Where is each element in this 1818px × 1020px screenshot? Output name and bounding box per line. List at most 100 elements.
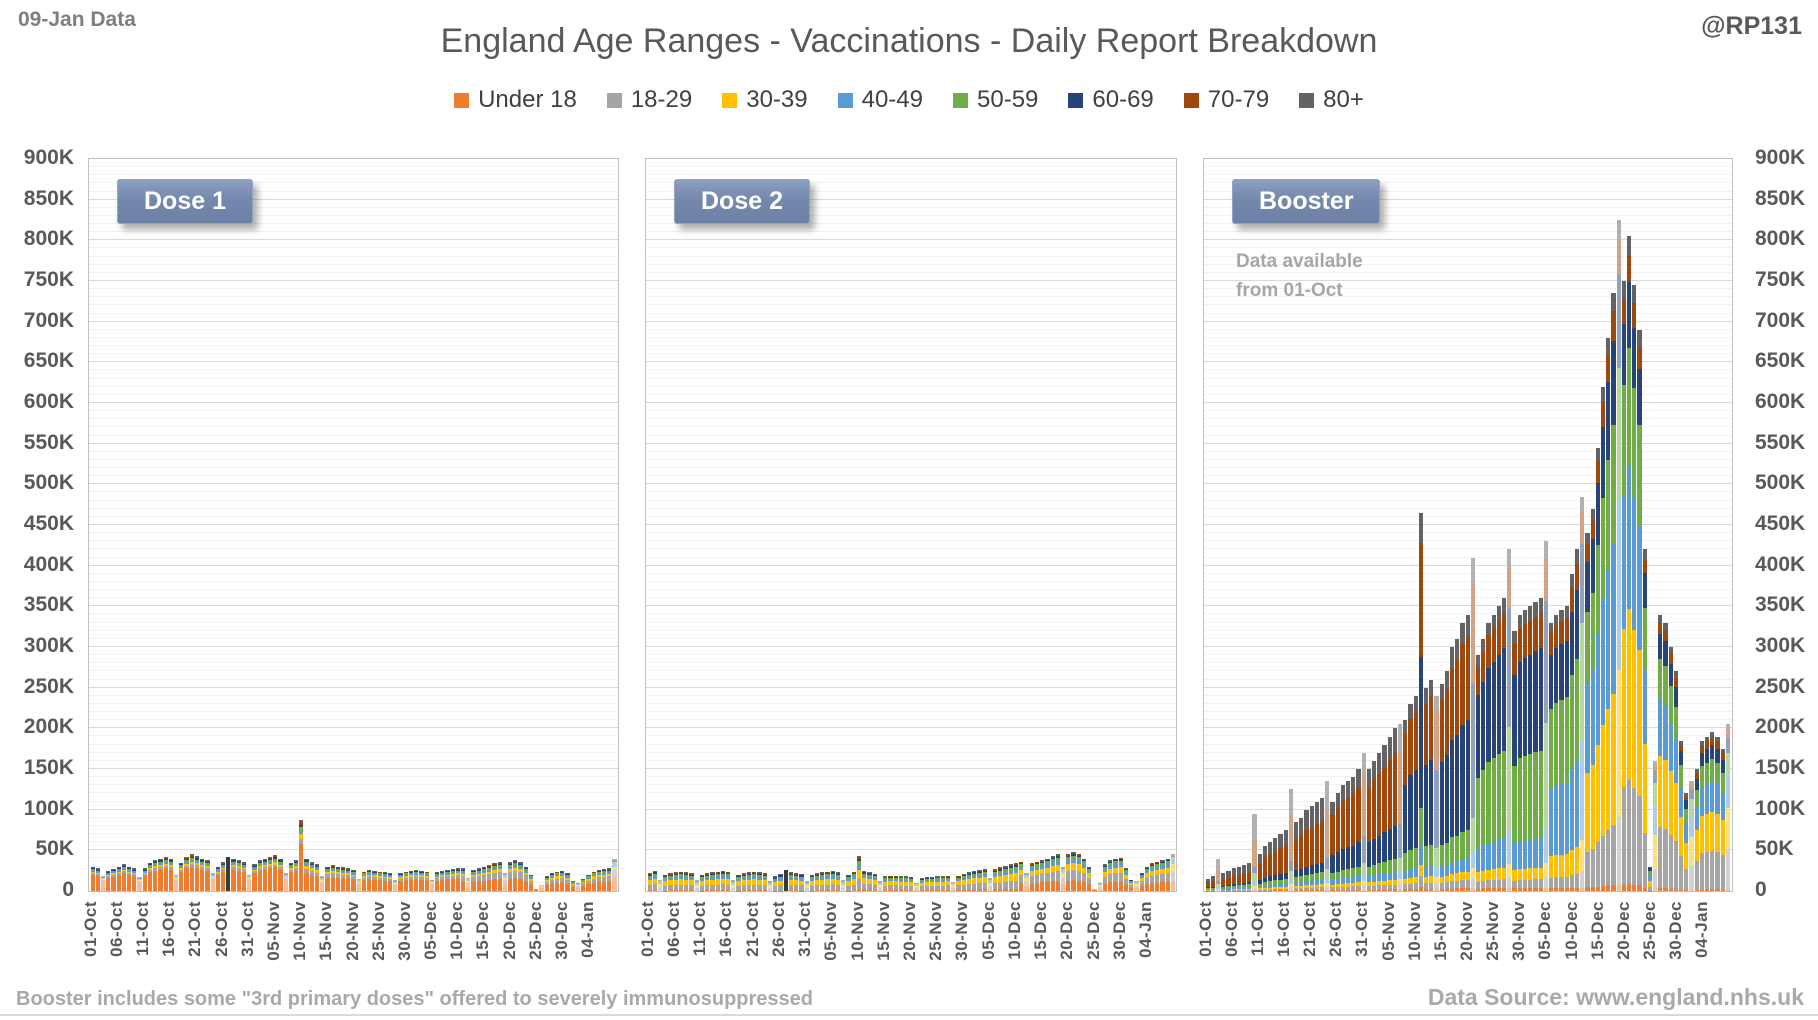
bar-segment xyxy=(335,868,340,870)
bar-19-Nov xyxy=(903,159,909,891)
bar-segment xyxy=(1076,870,1081,881)
dose2-badge: Dose 2 xyxy=(674,179,810,224)
bar-segment xyxy=(408,870,414,872)
bar-27-Dec xyxy=(1658,159,1663,891)
bar-25-Oct xyxy=(215,159,220,891)
bar-segment xyxy=(1652,760,1658,765)
bar-segment xyxy=(1470,584,1476,685)
bar-19-Oct xyxy=(184,159,189,891)
bar-segment xyxy=(1335,808,1340,852)
y-axis-tick-label: 150K xyxy=(23,756,74,780)
bar-segment xyxy=(361,871,367,873)
bar-02-Dec xyxy=(972,159,977,891)
bar-segment xyxy=(241,869,247,872)
bar-segment xyxy=(215,869,220,871)
bar-segment xyxy=(998,882,1003,890)
bar-segment xyxy=(1465,879,1470,889)
bar-segment xyxy=(283,873,288,874)
bar-segment xyxy=(121,871,127,874)
bar-segment xyxy=(1580,741,1585,840)
bar-segment xyxy=(956,885,961,890)
bar-segment xyxy=(1165,864,1170,868)
bar-segment xyxy=(158,866,163,870)
bar-segment xyxy=(1366,889,1371,891)
x-axis-tick-label: 15-Nov xyxy=(316,901,336,961)
bar-segment xyxy=(1491,758,1496,842)
bar-08-Nov xyxy=(846,159,851,891)
bar-segment xyxy=(909,877,914,878)
bar-segment xyxy=(325,874,330,878)
bar-segment xyxy=(1600,401,1606,428)
bar-segment xyxy=(1113,861,1118,865)
bar-segment xyxy=(1694,778,1699,790)
bar-segment xyxy=(189,854,194,856)
bar-segment xyxy=(883,885,888,890)
bar-segment xyxy=(1050,881,1055,891)
bar-segment xyxy=(1616,669,1621,818)
bar-segment xyxy=(466,878,471,880)
bar-30-Oct xyxy=(799,159,804,891)
bar-segment xyxy=(116,866,121,868)
bar-segment xyxy=(956,875,961,877)
x-axis-tick-label: 05-Dec xyxy=(978,901,998,960)
bar-segment xyxy=(684,875,689,877)
legend-label: 40-49 xyxy=(861,86,923,113)
bar-segment xyxy=(560,874,565,876)
bar-segment xyxy=(346,878,351,891)
bar-segment xyxy=(1611,693,1616,826)
booster-badge: Booster xyxy=(1232,179,1381,224)
bar-segment xyxy=(1502,888,1507,891)
bar-22-Nov xyxy=(361,159,367,891)
bar-segment xyxy=(977,872,982,875)
bar-segment xyxy=(1684,868,1689,891)
y-axis-tick-label: 750K xyxy=(23,268,74,291)
bar-segment xyxy=(95,875,100,891)
x-axis-tick-label: 26-Oct xyxy=(211,901,231,957)
minor-gridline xyxy=(1204,548,1732,550)
bar-segment xyxy=(1387,880,1392,885)
bar-segment xyxy=(1496,839,1502,869)
bar-segment xyxy=(1621,494,1626,629)
bar-segment xyxy=(596,872,601,874)
bar-segment xyxy=(492,864,497,866)
bar-segment xyxy=(612,861,617,865)
bar-segment xyxy=(1340,848,1345,870)
major-gridline xyxy=(89,686,618,688)
bar-segment xyxy=(1642,832,1647,888)
bar-segment xyxy=(450,872,455,875)
bar-segment xyxy=(607,876,612,882)
bar-segment xyxy=(1040,874,1045,883)
bar-segment xyxy=(341,878,346,891)
bar-segment xyxy=(1658,755,1663,828)
bar-segment xyxy=(652,875,657,879)
bar-segment xyxy=(924,879,930,881)
bar-segment xyxy=(1684,809,1689,824)
bar-segment xyxy=(1434,883,1439,890)
bar-segment xyxy=(387,881,393,891)
bar-segment xyxy=(1299,876,1304,883)
bar-segment xyxy=(1215,888,1221,890)
minor-gridline xyxy=(1204,532,1732,534)
bar-segment xyxy=(815,875,820,878)
bar-segment xyxy=(1061,873,1066,878)
bar-segment xyxy=(689,890,694,891)
legend-label: 50-59 xyxy=(977,86,1039,113)
bar-segment xyxy=(591,871,596,873)
bar-08-Oct xyxy=(684,159,689,891)
bar-03-Dec xyxy=(977,159,982,891)
bar-segment xyxy=(710,877,715,880)
bar-segment xyxy=(100,881,106,891)
minor-gridline xyxy=(89,255,618,257)
minor-gridline xyxy=(646,800,1176,802)
bar-segment xyxy=(1418,845,1424,865)
bar-segment xyxy=(951,882,956,884)
bar-segment xyxy=(1024,886,1029,891)
bar-segment xyxy=(1330,815,1335,856)
bar-segment xyxy=(137,878,142,880)
minor-gridline xyxy=(89,824,618,826)
bar-segment xyxy=(872,889,877,891)
bar-segment xyxy=(294,860,299,862)
bar-segment xyxy=(1340,785,1345,802)
minor-gridline xyxy=(89,540,618,542)
bar-01-Dec xyxy=(1522,159,1528,891)
